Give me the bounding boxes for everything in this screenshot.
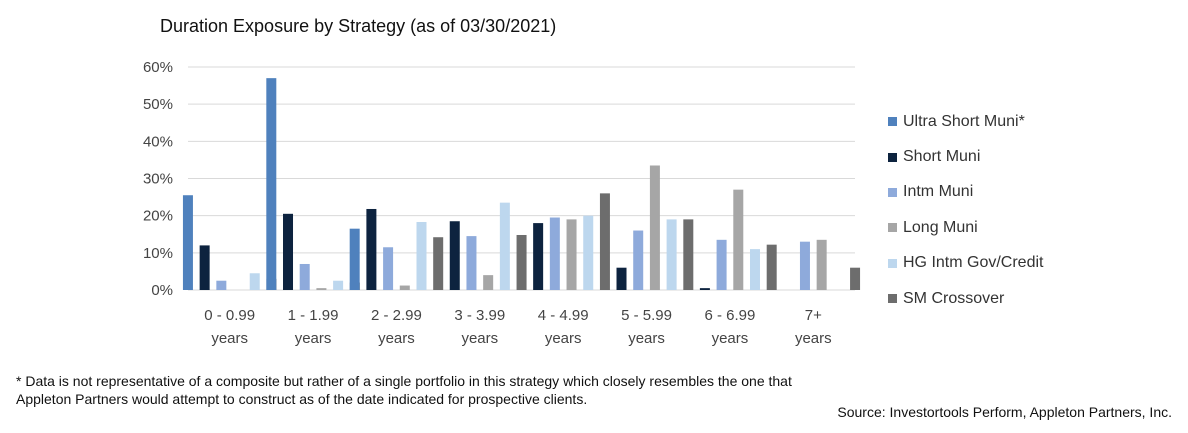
x-tick-label: 2 - 2.99: [371, 307, 422, 324]
x-tick-label: years: [461, 330, 498, 347]
bar: [383, 247, 394, 290]
bar: [416, 221, 427, 290]
bar: [716, 239, 727, 290]
bar: [633, 230, 644, 290]
legend-label: Intm Muni: [903, 183, 974, 201]
bar: [349, 228, 360, 290]
x-tick-label: 4 - 4.99: [538, 307, 589, 324]
x-tick-label: years: [295, 330, 332, 347]
bar: [399, 285, 410, 290]
bar: [283, 213, 294, 290]
bar: [733, 189, 744, 290]
x-tick-label: 6 - 6.99: [705, 307, 756, 324]
chart-title: Duration Exposure by Strategy (as of 03/…: [160, 16, 557, 36]
bar: [799, 241, 810, 290]
chart-plot: 0% 10% 20% 30% 40% 50% 60% 0 - 0.99 years 1 - 1.…: [143, 59, 861, 347]
bar: [316, 288, 327, 290]
y-tick-label: 40%: [143, 133, 173, 150]
bar: [516, 234, 527, 290]
y-tick-label: 20%: [143, 208, 173, 225]
bar: [850, 267, 861, 290]
legend-item: Intm Muni: [888, 175, 1043, 210]
bar: [649, 165, 660, 290]
bar: [216, 280, 227, 290]
bar: [249, 273, 260, 290]
bar: [816, 239, 827, 290]
bar: [366, 208, 377, 290]
legend-item: Ultra Short Muni*: [888, 104, 1043, 139]
legend-item: HG Intm Gov/Credit: [888, 246, 1043, 281]
bar: [616, 267, 627, 290]
legend-swatch: [888, 258, 897, 268]
legend-swatch: [888, 152, 897, 162]
bar: [683, 219, 694, 290]
x-tick-label: years: [378, 330, 415, 347]
bar: [483, 275, 494, 290]
bar: [299, 263, 310, 290]
bar: [583, 215, 594, 290]
bar: [499, 202, 510, 290]
y-tick-label: 30%: [143, 171, 173, 188]
x-tick-label: 5 - 5.99: [621, 307, 672, 324]
legend-swatch: [888, 187, 897, 197]
x-tick-label: 7+: [805, 307, 822, 324]
x-tick-label: years: [628, 330, 665, 347]
bar: [333, 280, 344, 290]
legend-label: Long Muni: [903, 218, 978, 236]
bars: [182, 78, 861, 291]
bar: [449, 221, 460, 290]
bar: [533, 223, 544, 290]
x-tick-label: years: [712, 330, 749, 347]
y-tick-label: 0%: [151, 282, 173, 299]
x-tick-label: years: [795, 330, 832, 347]
legend-swatch: [888, 117, 897, 127]
legend-swatch: [888, 223, 897, 233]
bar: [433, 237, 444, 290]
x-tick-label: years: [211, 330, 248, 347]
source-note: Source: Investortools Perform, Appleton …: [837, 404, 1172, 420]
legend-label: SM Crossover: [903, 289, 1005, 307]
legend: Ultra Short Muni* Short Muni Intm Muni Long…: [888, 104, 1043, 316]
bar: [699, 288, 710, 290]
bar: [266, 78, 277, 291]
bar: [549, 217, 560, 290]
legend-item: Short Muni: [888, 139, 1043, 174]
y-tick-label: 60%: [143, 59, 173, 76]
y-tick-label: 10%: [143, 245, 173, 262]
legend-item: SM Crossover: [888, 281, 1043, 316]
y-tick-label: 50%: [143, 96, 173, 113]
legend-label: HG Intm Gov/Credit: [903, 254, 1044, 272]
x-tick-label: 1 - 1.99: [288, 307, 339, 324]
x-tick-label: 3 - 3.99: [454, 307, 505, 324]
legend-swatch: [888, 294, 897, 304]
x-axis-ticks: 0 - 0.99 years 1 - 1.99 years 2 - 2.99 years 3…: [204, 307, 831, 347]
bar: [766, 244, 777, 290]
bar: [599, 193, 610, 290]
bar: [199, 245, 210, 290]
x-tick-label: 0 - 0.99: [204, 307, 255, 324]
legend-item: Long Muni: [888, 210, 1043, 245]
bar: [666, 219, 677, 290]
legend-label: Ultra Short Muni*: [903, 112, 1025, 130]
footnote: * Data is not representative of a compos…: [16, 373, 792, 407]
legend-label: Short Muni: [903, 148, 981, 166]
bar: [566, 219, 577, 290]
y-axis-ticks: 0% 10% 20% 30% 40% 50% 60%: [143, 59, 173, 299]
bar: [182, 195, 193, 290]
x-tick-label: years: [545, 330, 582, 347]
bar: [466, 236, 477, 290]
bar: [749, 249, 760, 290]
